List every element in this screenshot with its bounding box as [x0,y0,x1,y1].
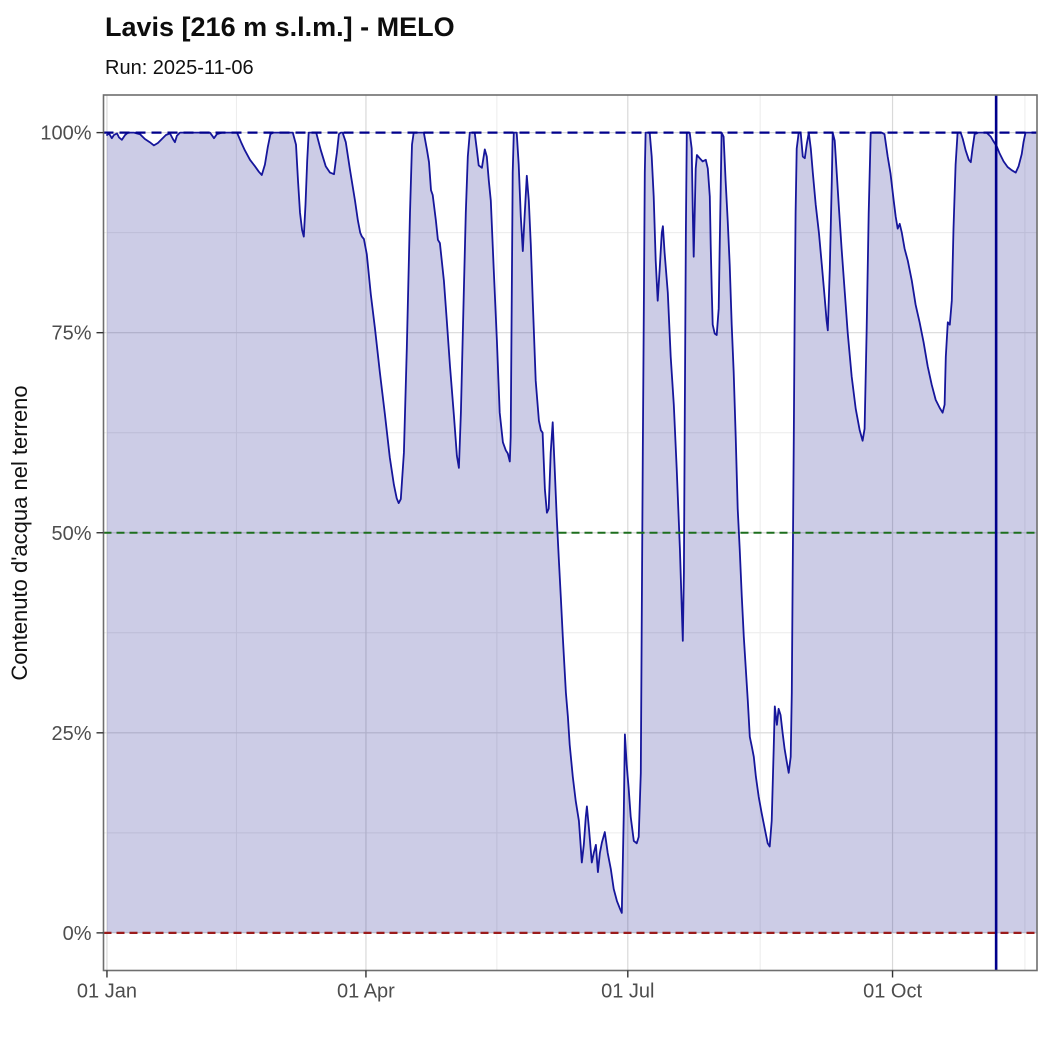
y-tick-label: 100% [40,123,91,145]
y-tick-label: 75% [51,323,91,345]
y-tick-label: 25% [51,723,91,745]
series-line [106,131,1038,914]
plot-area: 01 Jan 01 Apr 01 Jul 01 Oct 0% 25% 50% 75% 100% [40,94,1038,1003]
x-tick-label: 01 Jul [601,981,654,1003]
y-tick-label: 0% [63,923,92,945]
chart-subtitle: Run: 2025-11-06 [105,57,254,79]
x-tick-label: 01 Apr [337,981,395,1003]
y-axis-title: Contenuto d'acqua nel terreno [7,385,32,680]
area-series [107,132,1037,933]
x-tick-label: 01 Oct [863,981,922,1003]
x-tick-label: 01 Jan [77,981,137,1003]
chart-title: Lavis [216 m s.l.m.] - MELO [105,12,455,42]
y-tick-label: 50% [51,523,91,545]
